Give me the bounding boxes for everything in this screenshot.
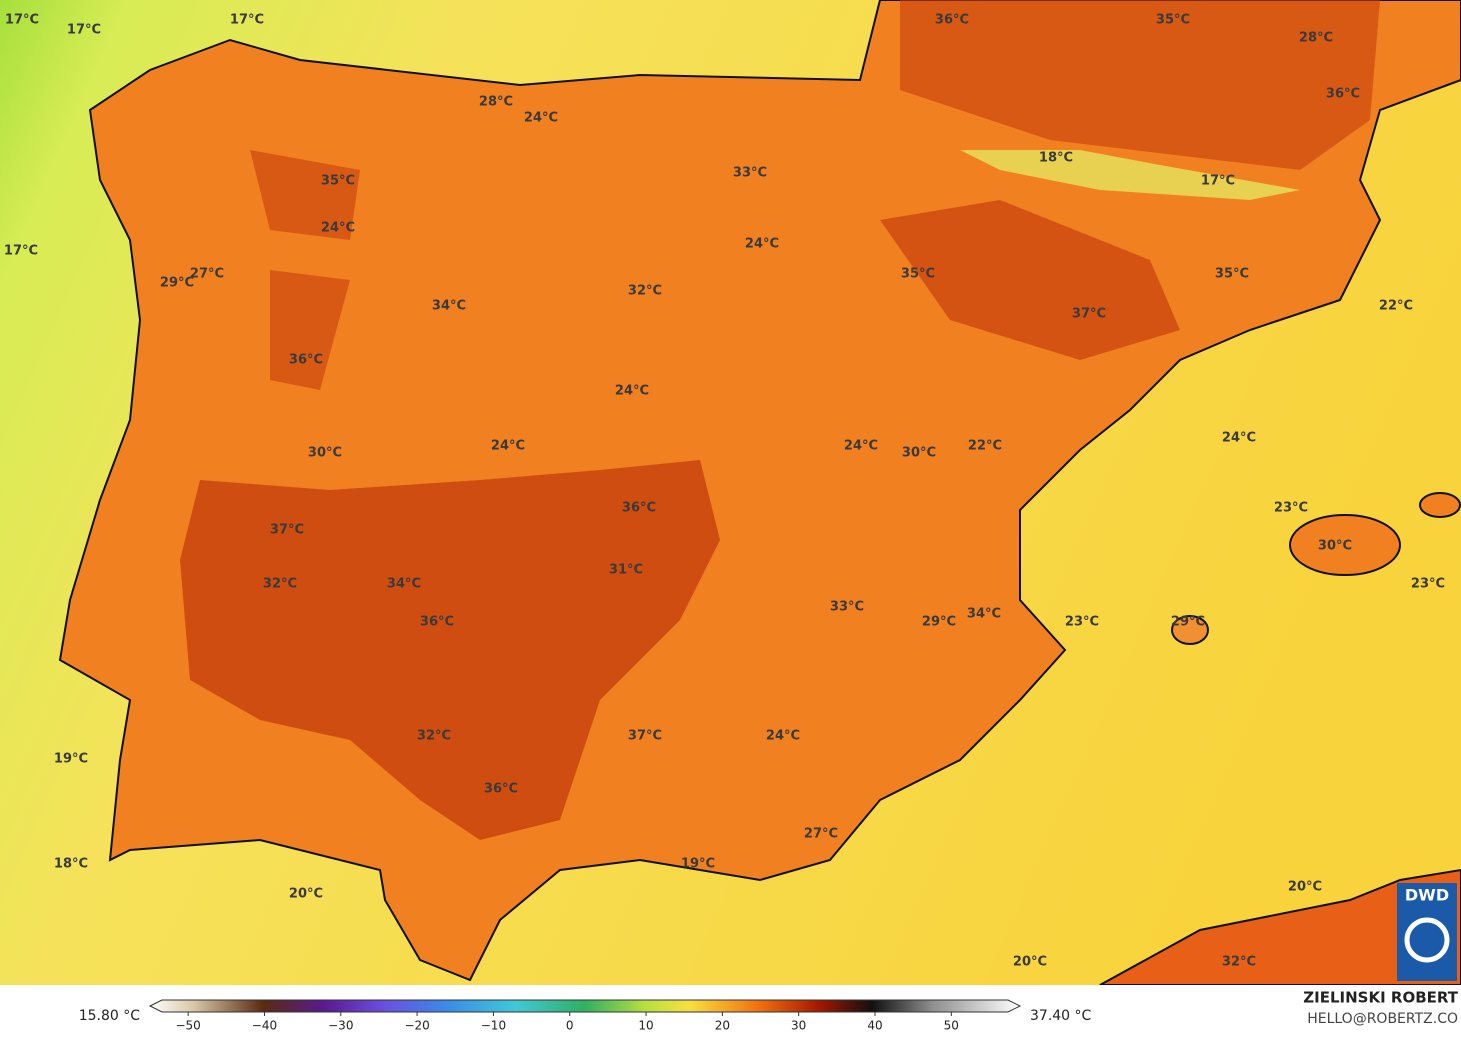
pyrenees	[960, 150, 1300, 200]
legend-max: 37.40 °C	[1030, 1008, 1092, 1024]
temp-label: 28°C	[479, 95, 513, 110]
temp-label: 22°C	[1379, 299, 1413, 314]
temp-label: 30°C	[308, 446, 342, 461]
temp-label: 23°C	[1274, 501, 1308, 516]
hot-area	[250, 150, 360, 390]
temp-label: 27°C	[804, 827, 838, 842]
temp-label: 34°C	[432, 299, 466, 314]
temp-label: 24°C	[321, 221, 355, 236]
temp-label: 24°C	[844, 439, 878, 454]
temp-label: 28°C	[1299, 31, 1333, 46]
colorbar-tick-label: −10	[481, 1019, 506, 1033]
temp-label: 37°C	[1072, 307, 1106, 322]
colorbar-fill	[148, 999, 1022, 1013]
temp-label: 24°C	[524, 111, 558, 126]
logo-text: DWD	[1405, 886, 1449, 905]
temp-label: 36°C	[1326, 87, 1360, 102]
temp-label: 17°C	[1201, 174, 1235, 189]
temp-label: 17°C	[230, 13, 264, 28]
temp-label: 37°C	[270, 523, 304, 538]
africa	[1099, 868, 1461, 986]
hot-area	[900, 0, 1380, 170]
temp-label: 29°C	[160, 276, 194, 291]
temp-label: 34°C	[967, 607, 1001, 622]
temp-label: 35°C	[901, 267, 935, 282]
temp-label: 36°C	[622, 501, 656, 516]
temp-label: 33°C	[733, 166, 767, 181]
colorbar-tick-label: −40	[252, 1019, 277, 1033]
temp-label: 37°C	[628, 729, 662, 744]
temp-label: 19°C	[54, 752, 88, 767]
temp-label: 34°C	[387, 577, 421, 592]
temp-label: 19°C	[681, 857, 715, 872]
temp-label: 35°C	[1156, 13, 1190, 28]
temp-label: 18°C	[1039, 151, 1073, 166]
island	[1289, 514, 1401, 576]
temp-label: 23°C	[1411, 577, 1445, 592]
temp-label: 29°C	[1171, 615, 1205, 630]
temp-label: 30°C	[902, 446, 936, 461]
temp-label: 24°C	[766, 729, 800, 744]
temp-label: 36°C	[484, 782, 518, 797]
colorbar-tick-label: 10	[638, 1019, 653, 1033]
temp-label: 17°C	[67, 23, 101, 38]
credit-name: ZIELINSKI ROBERT	[1303, 989, 1458, 1007]
temp-label: 17°C	[4, 244, 38, 259]
temp-label: 32°C	[417, 729, 451, 744]
temp-label: 23°C	[1065, 615, 1099, 630]
temp-label: 17°C	[5, 13, 39, 28]
island	[1171, 615, 1209, 645]
temp-label: 36°C	[935, 13, 969, 28]
colorbar-tick-label: 40	[867, 1019, 882, 1033]
hot-area	[880, 200, 1180, 360]
temp-label: 35°C	[321, 174, 355, 189]
temp-label: 20°C	[1013, 955, 1047, 970]
colorbar-tick-label: 30	[791, 1019, 806, 1033]
temp-label: 29°C	[922, 615, 956, 630]
legend-min: 15.80 °C	[79, 1008, 141, 1024]
temp-label: 32°C	[1222, 955, 1256, 970]
colorbar-tick-label: 0	[566, 1019, 574, 1033]
colorbar-tick-label: −30	[328, 1019, 353, 1033]
colorbar-tick-label: 20	[715, 1019, 730, 1033]
temp-label: 33°C	[830, 600, 864, 615]
temp-label: 27°C	[190, 267, 224, 282]
temp-label: 24°C	[1222, 431, 1256, 446]
colorbar-tick-label: 50	[944, 1019, 959, 1033]
temp-label: 32°C	[628, 284, 662, 299]
temp-label: 36°C	[289, 353, 323, 368]
temp-label: 31°C	[609, 563, 643, 578]
temp-label: 24°C	[745, 237, 779, 252]
colorbar: −50 −40 −30 −20 −10 0 10 20 30 40 50	[148, 999, 1022, 1033]
temp-label: 18°C	[54, 857, 88, 872]
temp-label: 30°C	[1318, 539, 1352, 554]
temp-label: 20°C	[1288, 880, 1322, 895]
colorbar-tick-label: −20	[404, 1019, 429, 1033]
credit-email: HELLO@ROBERTZ.CO	[1307, 1011, 1458, 1027]
temp-label: 24°C	[615, 384, 649, 399]
temp-label: 36°C	[420, 615, 454, 630]
temperature-labels: 17°C 17°C 17°C 36°C 35°C 28°C 36°C 28°C 24°C 18°C…	[4, 13, 1445, 970]
temp-label: 20°C	[289, 887, 323, 902]
hot-area	[180, 460, 720, 840]
temp-label: 24°C	[491, 439, 525, 454]
island	[1419, 492, 1461, 518]
logo-swirl	[1404, 917, 1450, 963]
colorbar-tick-label: −50	[175, 1019, 200, 1033]
temp-label: 35°C	[1215, 267, 1249, 282]
temp-label: 22°C	[968, 439, 1002, 454]
temp-label: 32°C	[263, 577, 297, 592]
